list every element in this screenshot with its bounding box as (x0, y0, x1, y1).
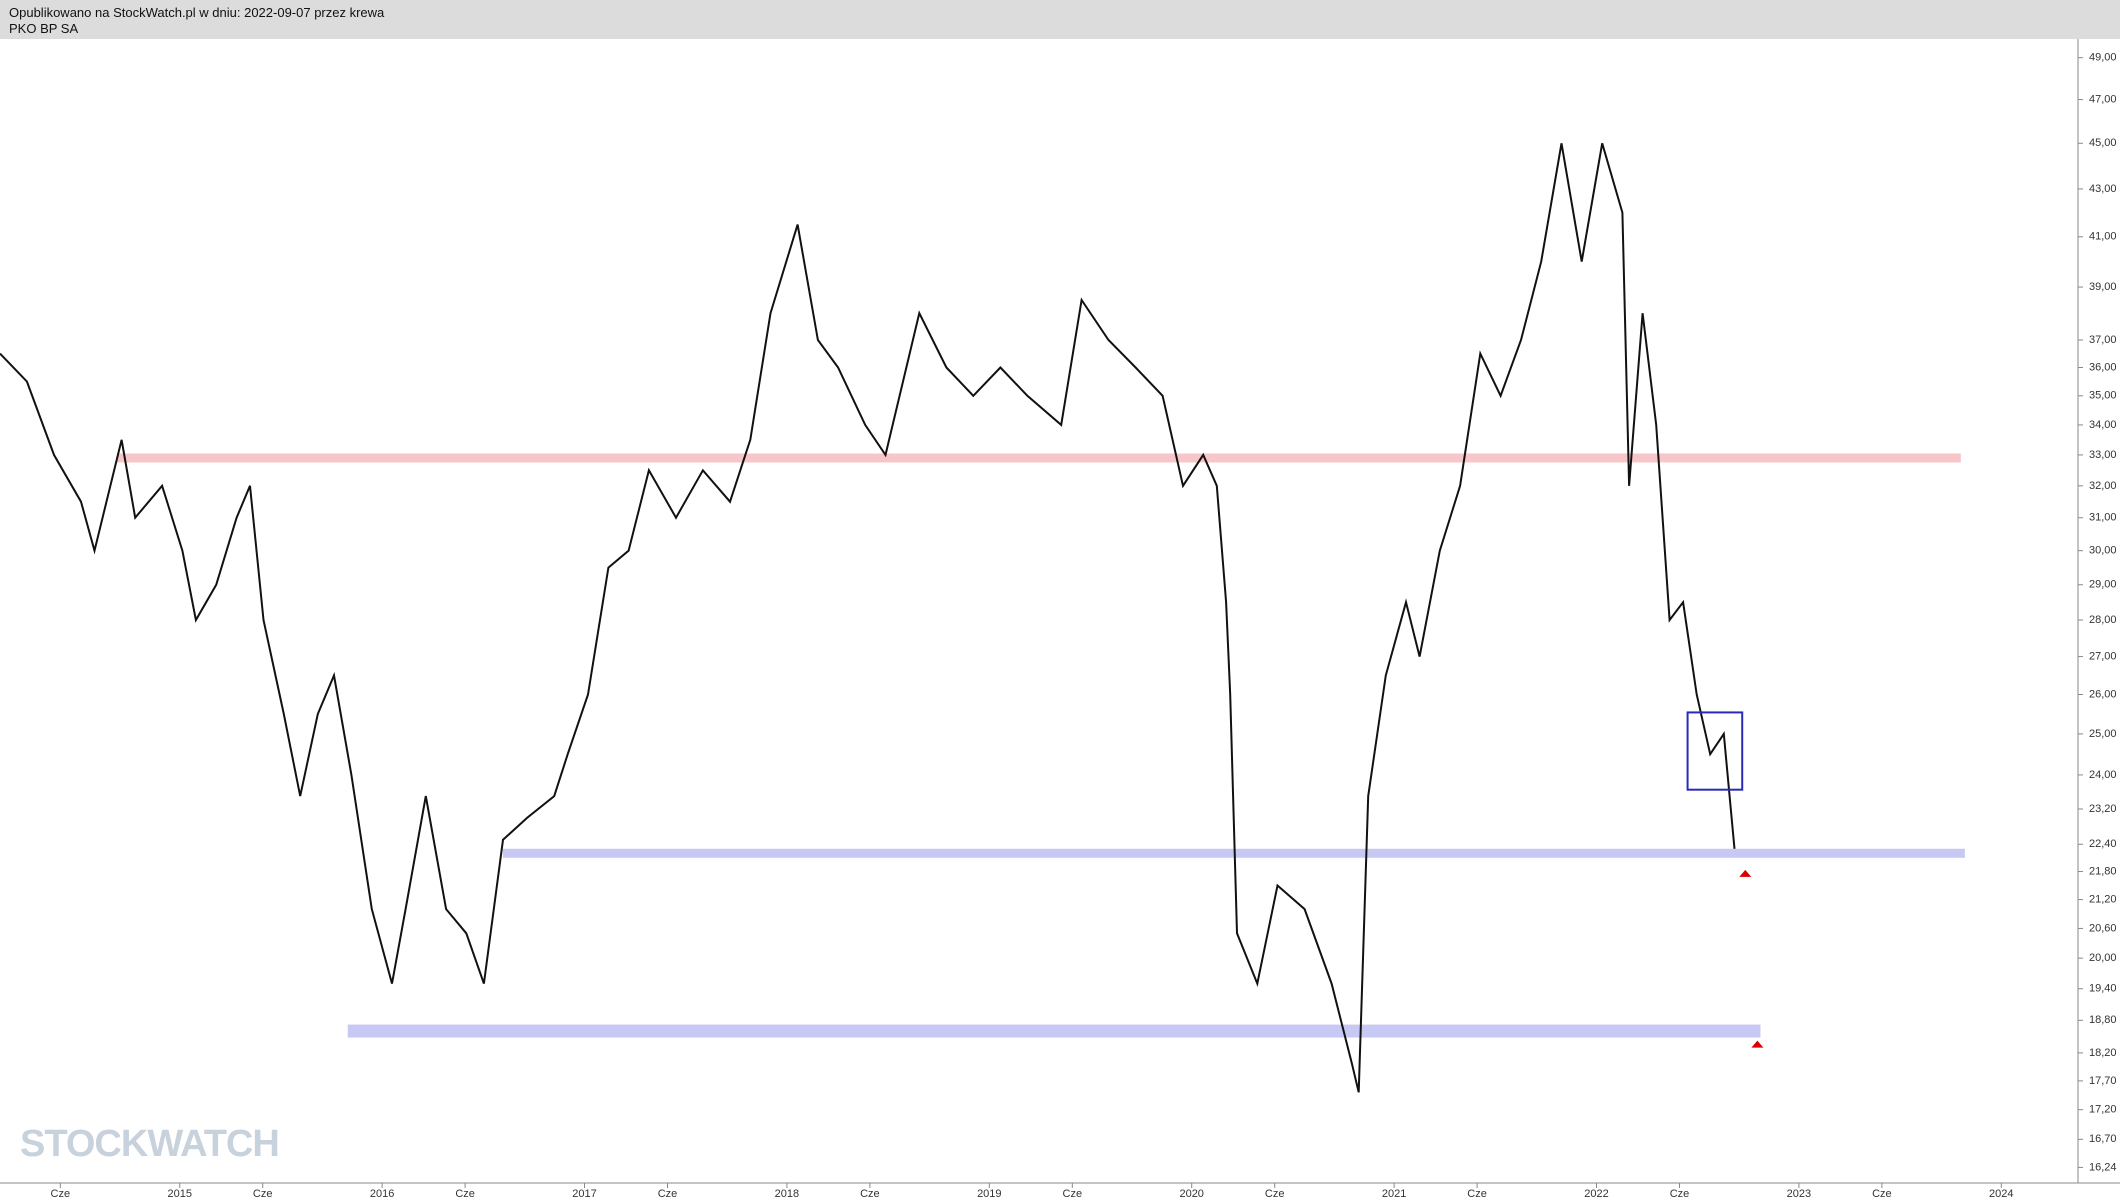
y-tick-label: 32,00 (2089, 480, 2117, 492)
highlight-box (1686, 711, 1744, 791)
y-tick-label: 17,20 (2089, 1104, 2117, 1116)
x-tick-label: 2024 (1989, 1188, 2013, 1200)
publish-info: Opublikowano na StockWatch.pl w dniu: 20… (9, 5, 385, 20)
y-tick-label: 25,00 (2089, 728, 2117, 740)
y-tick-label: 21,20 (2089, 893, 2117, 905)
y-tick-label: 49,00 (2089, 52, 2117, 64)
x-tick-label: 2017 (572, 1188, 596, 1200)
x-tick-label: 2022 (1584, 1188, 1608, 1200)
y-tick-label: 28,00 (2089, 614, 2117, 626)
x-tick-label: Cze (1265, 1188, 1285, 1200)
header: Opublikowano na StockWatch.pl w dniu: 20… (0, 0, 2120, 39)
logo: STOCKWATCH (20, 1123, 280, 1165)
x-tick-label: 2021 (1382, 1188, 1406, 1200)
y-tick-label: 37,00 (2089, 334, 2117, 346)
y-tick-label: 35,00 (2089, 390, 2117, 402)
y-tick-label: 17,70 (2089, 1075, 2117, 1087)
x-tick-label: Cze (860, 1188, 880, 1200)
x-tick-label: Cze (253, 1188, 273, 1200)
y-tick-label: 26,00 (2089, 688, 2117, 700)
y-tick-label: 47,00 (2089, 93, 2117, 105)
y-tick-label: 39,00 (2089, 281, 2117, 293)
x-tick-label: Cze (658, 1188, 678, 1200)
price-line (0, 143, 1736, 1093)
level-band (347, 1024, 1761, 1038)
x-tick-label: 2015 (167, 1188, 191, 1200)
x-tick-label: 2016 (370, 1188, 394, 1200)
y-tick-label: 36,00 (2089, 361, 2117, 373)
y-tick-label: 27,00 (2089, 650, 2117, 662)
y-tick-label: 20,00 (2089, 952, 2117, 964)
x-tick-label: Cze (1467, 1188, 1487, 1200)
y-tick-label: 16,70 (2089, 1133, 2117, 1145)
y-tick-label: 29,00 (2089, 579, 2117, 591)
x-tick-label: 2023 (1787, 1188, 1811, 1200)
level-band (116, 453, 1961, 463)
y-tick-label: 45,00 (2089, 137, 2117, 149)
x-tick-label: Cze (51, 1188, 71, 1200)
y-tick-label: 20,60 (2089, 922, 2117, 934)
y-tick-label: 19,40 (2089, 983, 2117, 995)
y-tick-label: 31,00 (2089, 512, 2117, 524)
y-tick-label: 24,00 (2089, 769, 2117, 781)
y-tick-label: 33,00 (2089, 449, 2117, 461)
y-tick-label: 30,00 (2089, 545, 2117, 557)
y-tick-label: 23,20 (2089, 803, 2117, 815)
x-tick-label: Cze (1872, 1188, 1892, 1200)
x-tick-label: 2018 (775, 1188, 799, 1200)
y-tick-label: 41,00 (2089, 231, 2117, 243)
x-tick-label: Cze (1670, 1188, 1690, 1200)
x-tick-label: 2019 (977, 1188, 1001, 1200)
y-tick-label: 43,00 (2089, 183, 2117, 195)
x-tick-label: Cze (1063, 1188, 1083, 1200)
plot-area (0, 39, 2078, 1183)
y-tick-label: 18,20 (2089, 1047, 2117, 1059)
y-tick-label: 34,00 (2089, 419, 2117, 431)
x-tick-label: 2020 (1179, 1188, 1203, 1200)
x-tick-label: Cze (455, 1188, 475, 1200)
y-tick-label: 18,80 (2089, 1014, 2117, 1026)
marker (1751, 1040, 1764, 1048)
y-tick-label: 16,24 (2089, 1161, 2117, 1173)
y-tick-label: 21,80 (2089, 865, 2117, 877)
y-tick-label: 22,40 (2089, 838, 2117, 850)
marker (1739, 869, 1752, 877)
ticker-name: PKO BP SA (9, 21, 79, 36)
